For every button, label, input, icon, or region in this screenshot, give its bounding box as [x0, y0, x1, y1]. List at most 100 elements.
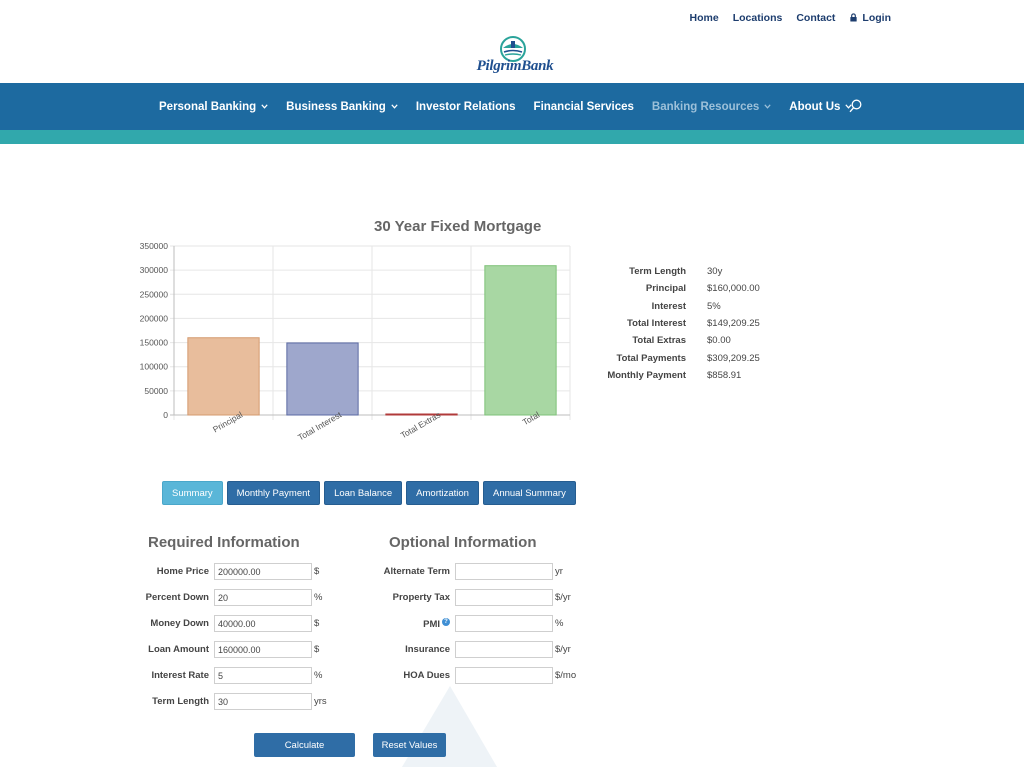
summary-row: Term Length 30y — [594, 263, 760, 280]
lock-icon — [850, 13, 858, 22]
field-label: HOA Dues — [403, 670, 450, 681]
logo[interactable]: PilgrimBank — [470, 36, 560, 80]
interest-rate-row: Interest Rate % — [120, 667, 322, 684]
field-unit: yrs — [314, 696, 327, 707]
field-unit: % — [555, 618, 564, 629]
nav-item-label: Investor Relations — [415, 100, 516, 113]
field-unit: $ — [314, 618, 320, 629]
insurance-row: Insurance $/yr — [350, 641, 571, 658]
y-tick-label: 100000 — [140, 362, 169, 372]
home-link[interactable]: Home — [689, 12, 719, 24]
logo-emblem-icon — [500, 36, 526, 62]
field-label: Home Price — [156, 566, 209, 577]
login-label: Login — [862, 12, 891, 24]
home-price-row: Home Price $ — [120, 563, 319, 580]
loan-amount-row: Loan Amount $ — [120, 641, 319, 658]
tab-monthly-payment[interactable]: Monthly Payment — [226, 481, 321, 505]
nav-accent-band — [0, 130, 1024, 144]
field-unit: $/mo — [555, 670, 577, 681]
field-label: Property Tax — [392, 592, 450, 603]
field-label: Term Length — [152, 696, 209, 707]
field-label: PMI — [423, 618, 440, 630]
nav-item-banking-resources[interactable]: Banking Resources — [652, 101, 771, 113]
summary-label: Total Payments — [616, 352, 686, 364]
field-label: Insurance — [405, 644, 450, 655]
field-unit: $ — [314, 566, 320, 577]
summary-label: Total Extras — [632, 335, 686, 347]
tab-loan-balance[interactable]: Loan Balance — [324, 481, 403, 505]
nav-item-investor-relations[interactable]: Investor Relations — [416, 101, 516, 113]
bar-total — [484, 265, 557, 416]
y-tick-label: 300000 — [140, 265, 169, 275]
interest-rate-input[interactable] — [214, 667, 312, 684]
summary-value: $858.91 — [707, 369, 742, 381]
nav-item-about-us[interactable]: About Us — [789, 101, 853, 113]
tab-summary[interactable]: Summary — [162, 481, 223, 505]
field-unit: $/yr — [555, 644, 571, 655]
property-tax-row: Property Tax $/yr — [350, 589, 571, 606]
y-tick-label: 50000 — [144, 386, 168, 396]
field-unit: $/yr — [555, 592, 571, 603]
summary-row: Total Payments $309,209.25 — [594, 349, 759, 366]
nav-items: Personal Banking Business Banking Invest… — [159, 83, 853, 130]
field-label: Interest Rate — [151, 670, 209, 681]
percent-down-input[interactable] — [214, 589, 312, 606]
tab-amortization[interactable]: Amortization — [406, 481, 479, 505]
summary-value: $149,209.25 — [707, 318, 760, 330]
locations-link[interactable]: Locations — [732, 12, 783, 24]
nav-item-personal-banking[interactable]: Personal Banking — [159, 101, 268, 113]
insurance-input[interactable] — [455, 641, 553, 658]
summary-table: Term Length 30y Principal $160,000.00 Inte… — [594, 263, 760, 384]
property-tax-input[interactable] — [455, 589, 553, 606]
nav-item-label: Banking Resources — [651, 100, 760, 113]
field-unit: $ — [314, 644, 320, 655]
summary-label: Total Interest — [627, 318, 686, 330]
help-icon[interactable]: ? — [442, 617, 450, 626]
summary-value: 5% — [707, 300, 721, 312]
percent-down-row: Percent Down % — [120, 589, 322, 606]
field-label: Loan Amount — [148, 644, 209, 655]
field-unit: % — [314, 592, 323, 603]
nav-item-business-banking[interactable]: Business Banking — [286, 101, 398, 113]
summary-row: Principal $160,000.00 — [594, 280, 760, 297]
y-tick-label: 250000 — [140, 289, 169, 299]
summary-label: Interest — [651, 300, 686, 312]
pmi-row: PMI? % — [350, 615, 563, 632]
bar-principal — [187, 337, 260, 416]
reset-values-button[interactable]: Reset Values — [373, 733, 446, 757]
chevron-down-icon — [261, 104, 268, 109]
field-unit: yr — [555, 566, 563, 577]
summary-row: Interest 5% — [594, 298, 760, 315]
summary-row: Total Interest $149,209.25 — [594, 315, 760, 332]
summary-row: Total Extras $0.00 — [594, 332, 760, 349]
y-tick-label: 150000 — [140, 338, 169, 348]
nav-item-label: Personal Banking — [159, 100, 257, 113]
field-label-wrap: PMI? — [350, 617, 455, 630]
search-icon[interactable] — [849, 99, 862, 113]
login-link[interactable]: Login — [849, 12, 891, 24]
main-nav: Personal Banking Business Banking Invest… — [0, 83, 1024, 130]
alternate-term-row: Alternate Term yr — [350, 563, 563, 580]
nav-item-label: Business Banking — [286, 100, 386, 113]
chevron-down-icon — [845, 104, 853, 109]
summary-value: $160,000.00 — [707, 283, 760, 295]
calculate-button[interactable]: Calculate — [254, 733, 355, 757]
hoa-dues-input[interactable] — [455, 667, 553, 684]
summary-label: Monthly Payment — [607, 369, 686, 381]
loan-amount-input[interactable] — [214, 641, 312, 658]
nav-item-financial-services[interactable]: Financial Services — [534, 101, 634, 113]
field-label: Percent Down — [145, 592, 209, 603]
pmi-input[interactable] — [455, 615, 553, 632]
nav-item-label: Financial Services — [533, 100, 634, 113]
tab-annual-summary[interactable]: Annual Summary — [482, 481, 576, 505]
money-down-input[interactable] — [214, 615, 312, 632]
home-price-input[interactable] — [214, 563, 312, 580]
summary-row: Monthly Payment $858.91 — [594, 367, 760, 384]
mortgage-bar-chart: 0 50000 100000 150000 200000 250000 300000 3500… — [140, 241, 571, 443]
term-length-input[interactable] — [214, 693, 312, 710]
contact-link[interactable]: Contact — [796, 12, 836, 24]
alternate-term-input[interactable] — [455, 563, 553, 580]
summary-value: $0.00 — [707, 335, 731, 347]
summary-label: Principal — [645, 283, 686, 295]
summary-value: 30y — [707, 266, 723, 278]
